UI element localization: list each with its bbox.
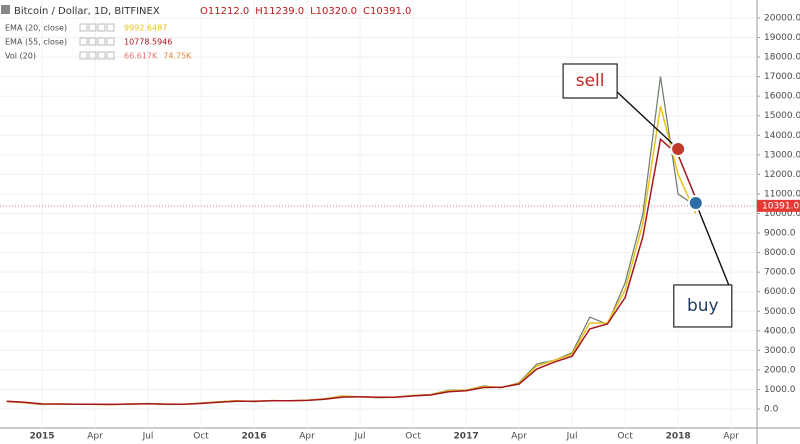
ohlc-value: O11212.0 xyxy=(200,6,249,17)
last-price-box xyxy=(757,199,800,212)
indicator-value: 10778.5946 xyxy=(124,38,172,47)
annotation-text: buy xyxy=(687,296,719,316)
annotation-text: sell xyxy=(576,71,605,91)
y-tick-label: 9000.0 xyxy=(764,229,796,239)
indicator-name: EMA (55, close) xyxy=(5,38,67,47)
x-tick-label: Jul xyxy=(142,432,154,442)
x-tick-label: Apr xyxy=(511,432,527,442)
indicator-value: 9992.6487 xyxy=(124,24,167,33)
y-tick-label: 13000.0 xyxy=(764,150,800,160)
y-tick-label: 4000.0 xyxy=(764,326,796,336)
x-tick-label: Oct xyxy=(617,432,633,442)
indicator-value: 66.617K xyxy=(124,52,158,61)
x-tick-label: 2015 xyxy=(29,432,54,442)
indicator-value: 74.75K xyxy=(163,52,192,61)
y-tick-label: 19000.0 xyxy=(764,33,800,43)
ohlc-value: L10320.0 xyxy=(310,6,357,17)
indicator-button xyxy=(88,23,97,32)
indicator-button xyxy=(97,23,106,32)
x-tick-label: 2018 xyxy=(666,432,691,442)
y-tick-label: 12000.0 xyxy=(764,170,800,180)
y-tick-label: 14000.0 xyxy=(764,131,800,141)
annotation-box xyxy=(562,63,618,99)
indicator-button xyxy=(106,51,115,60)
y-tick-label: 0.0 xyxy=(764,405,779,415)
y-tick-label: 11000.0 xyxy=(764,189,800,199)
annotation-arrow xyxy=(695,202,730,286)
indicator-button xyxy=(79,51,88,60)
y-tick-label: 16000.0 xyxy=(764,92,800,102)
y-tick-label: 3000.0 xyxy=(764,346,796,356)
indicator-name: Vol (20) xyxy=(5,52,36,61)
indicator-button xyxy=(88,37,97,46)
x-tick-label: Apr xyxy=(299,432,315,442)
x-tick-label: Jul xyxy=(354,432,366,442)
indicator-button xyxy=(106,23,115,32)
indicator-button xyxy=(79,37,88,46)
x-tick-label: Jul xyxy=(566,432,578,442)
x-tick-label: Oct xyxy=(193,432,209,442)
price-line xyxy=(6,137,697,406)
plot xyxy=(0,76,757,406)
last-price-label: 10391.0 xyxy=(762,201,799,211)
indicator-button xyxy=(106,37,115,46)
annotation-point xyxy=(670,140,687,157)
y-tick-label: 5000.0 xyxy=(764,307,796,317)
indicator-button xyxy=(97,51,106,60)
y-tick-label: 6000.0 xyxy=(764,287,796,297)
y-tick-label: 20000.0 xyxy=(764,13,800,23)
icon xyxy=(1,5,10,14)
y-tick-label: 17000.0 xyxy=(764,72,800,82)
y-tick-label: 15000.0 xyxy=(764,111,800,121)
annotation-box xyxy=(673,284,733,328)
y-tick-label: 8000.0 xyxy=(764,248,796,258)
indicator-button xyxy=(79,23,88,32)
chart-title: Bitcoin / Dollar, 1D, BITFINEX xyxy=(14,6,160,17)
x-tick-label: Oct xyxy=(405,432,421,442)
y-tick-label: 10000.0 xyxy=(764,209,800,219)
x-tick-label: 2016 xyxy=(242,432,267,442)
indicator-button xyxy=(97,37,106,46)
y-tick-label: 7000.0 xyxy=(764,268,796,278)
ohlc-value: H11239.0 xyxy=(255,6,304,17)
annotation-point xyxy=(687,194,704,211)
y-tick-label: 18000.0 xyxy=(764,53,800,63)
y-tick-label: 1000.0 xyxy=(764,385,796,395)
ohlc-value: C10391.0 xyxy=(363,6,411,17)
y-tick-label: 2000.0 xyxy=(764,365,796,375)
x-tick-label: Apr xyxy=(87,432,103,442)
header: Bitcoin / Dollar, 1D, BITFINEX O11212.0 H… xyxy=(1,5,411,61)
x-tick-label: 2017 xyxy=(454,432,479,442)
indicator-button xyxy=(88,51,97,60)
x-tick-label: Apr xyxy=(723,432,739,442)
annotation-arrow xyxy=(616,91,679,150)
indicator-name: EMA (20, close) xyxy=(5,24,67,33)
